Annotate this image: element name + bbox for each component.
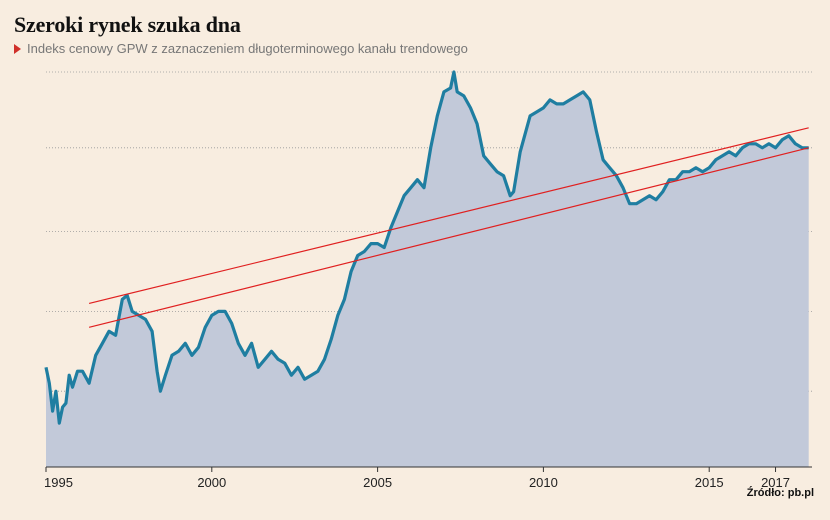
source-note: Źródło: pb.pl [746, 487, 814, 499]
triangle-bullet-icon [14, 43, 21, 54]
subtitle-text: Indeks cenowy GPW z zaznaczeniem długote… [27, 41, 468, 56]
x-tick-label-1995: 1995 [44, 475, 73, 490]
trend-channel [88, 127, 809, 328]
trend-line-lower [88, 147, 809, 328]
x-tick-label-2010: 2010 [529, 475, 558, 490]
index-line [44, 70, 809, 425]
x-axis-ticks: 1995 2000 2005 2010 2015 2017 [44, 467, 790, 490]
x-tick-label-2005: 2005 [363, 475, 392, 490]
x-tick-label-2000: 2000 [197, 475, 226, 490]
x-tick-label-2015: 2015 [695, 475, 724, 490]
x-tick-label-2017: 2017 [761, 475, 790, 490]
trend-line-upper [88, 127, 809, 304]
chart-title: Szeroki rynek szuka dna [14, 12, 241, 37]
chart-subtitle: Indeks cenowy GPW z zaznaczeniem długote… [14, 41, 468, 56]
index-area [46, 72, 809, 467]
